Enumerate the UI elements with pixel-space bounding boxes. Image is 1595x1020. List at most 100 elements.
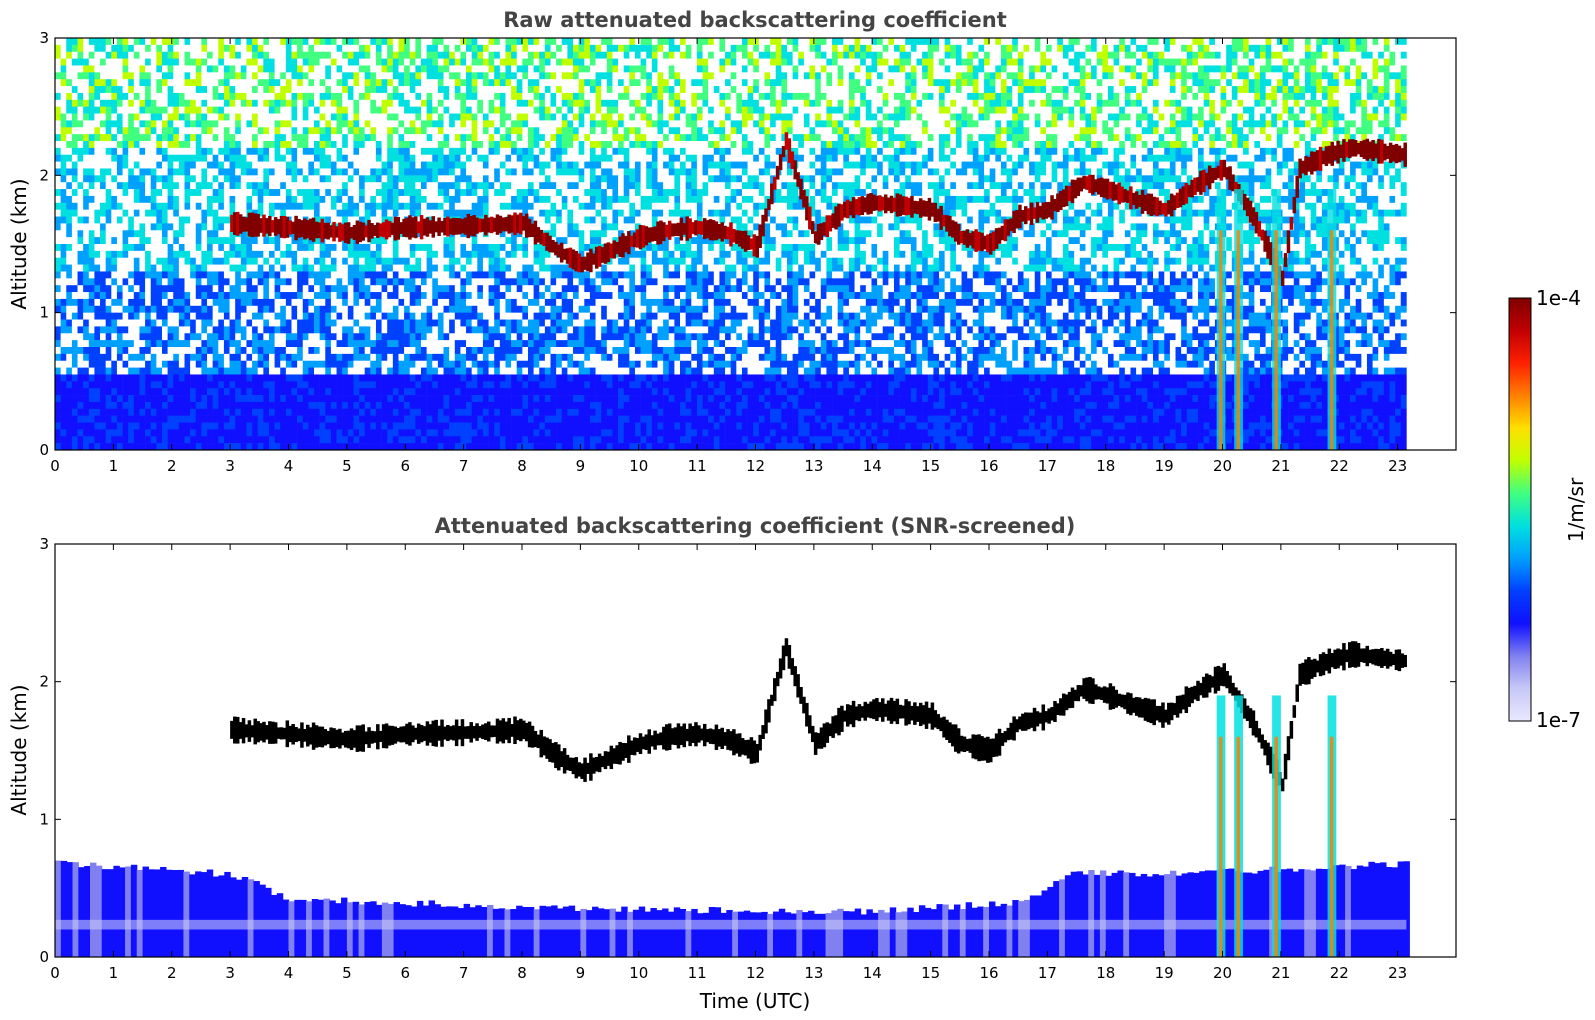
noise-cell xyxy=(285,72,292,80)
noise-cell xyxy=(145,79,152,87)
noise-cell xyxy=(606,161,613,169)
noise-cell xyxy=(640,99,647,107)
noise-cell xyxy=(623,92,630,101)
noise-cell xyxy=(634,99,641,107)
noise-cell xyxy=(629,86,636,94)
noise-cell xyxy=(820,127,827,135)
noise-cell xyxy=(66,175,73,183)
noise-cell xyxy=(364,44,371,53)
noise-cell xyxy=(122,161,129,169)
noise-cell xyxy=(601,86,608,94)
noise-cell xyxy=(1147,38,1154,46)
noise-cell xyxy=(263,147,270,156)
noise-cell xyxy=(601,134,608,142)
noise-cell xyxy=(252,141,259,149)
noise-cell xyxy=(691,44,698,53)
noise-cell xyxy=(1248,141,1255,149)
noise-cell xyxy=(308,65,315,73)
noise-cell xyxy=(482,154,489,162)
noise-cell xyxy=(1198,65,1204,73)
noise-cell xyxy=(927,79,934,87)
noise-cell xyxy=(871,44,878,53)
noise-cell xyxy=(657,134,664,142)
noise-cell xyxy=(1074,113,1081,121)
noise-cell xyxy=(1023,106,1030,114)
noise-cell xyxy=(443,141,450,149)
noise-cell xyxy=(252,72,259,80)
noise-cell xyxy=(55,92,61,101)
noise-cell xyxy=(702,175,709,183)
noise-cell xyxy=(460,92,467,101)
noise-cell xyxy=(1164,113,1171,121)
noise-cell xyxy=(1383,113,1390,121)
noise-cell xyxy=(212,175,219,183)
noise-cell xyxy=(370,51,377,59)
noise-cell xyxy=(1243,120,1250,128)
noise-cell xyxy=(207,58,213,66)
noise-cell xyxy=(1141,51,1148,59)
noise-cell xyxy=(984,120,991,128)
noise-cell xyxy=(77,134,84,142)
noise-cell xyxy=(623,58,630,66)
noise-cell xyxy=(882,141,889,149)
noise-cell xyxy=(1034,79,1041,87)
noise-cell xyxy=(899,65,906,73)
noise-cell xyxy=(1181,44,1188,53)
noise-cell xyxy=(1136,44,1143,53)
noise-cell xyxy=(1130,113,1137,121)
noise-cell xyxy=(1130,134,1137,142)
noise-cell xyxy=(640,79,647,87)
noise-cell xyxy=(702,113,709,121)
noise-cell xyxy=(1169,65,1176,73)
noise-cell xyxy=(139,38,146,46)
noise-cell xyxy=(1017,161,1024,169)
noise-cell xyxy=(1034,141,1041,149)
noise-cell xyxy=(246,161,253,169)
noise-cell xyxy=(944,175,951,183)
noise-cell xyxy=(353,44,360,53)
noise-cell xyxy=(161,51,168,59)
noise-cell xyxy=(150,154,157,162)
noise-cell xyxy=(1321,51,1328,59)
noise-cell xyxy=(387,154,394,162)
noise-cell xyxy=(190,92,197,101)
noise-cell xyxy=(426,161,433,169)
noise-cell xyxy=(370,106,377,114)
noise-cell xyxy=(1237,141,1244,149)
noise-cell xyxy=(359,134,365,142)
noise-cell xyxy=(178,65,185,73)
noise-cell xyxy=(71,154,78,162)
noise-cell xyxy=(871,120,878,128)
noise-cell xyxy=(426,86,433,94)
noise-cell xyxy=(820,58,827,66)
noise-cell xyxy=(409,72,416,80)
noise-cell xyxy=(820,141,827,149)
noise-cell xyxy=(1074,134,1081,142)
noise-cell xyxy=(1214,65,1221,73)
noise-cell xyxy=(319,147,326,156)
noise-cell xyxy=(347,92,354,101)
noise-cell xyxy=(291,147,298,156)
noise-cell xyxy=(409,79,416,87)
noise-cell xyxy=(100,72,106,80)
noise-cell xyxy=(145,113,152,121)
noise-cell xyxy=(466,58,472,66)
noise-cell xyxy=(488,113,495,121)
noise-cell xyxy=(972,58,979,66)
noise-cell xyxy=(314,147,320,156)
noise-cell xyxy=(207,147,213,156)
noise-cell xyxy=(1231,154,1238,162)
noise-cell xyxy=(1383,38,1390,46)
noise-cell xyxy=(1181,58,1188,66)
noise-cell xyxy=(246,72,253,80)
noise-cell xyxy=(764,38,771,46)
noise-cell xyxy=(161,120,168,128)
noise-cell xyxy=(1186,44,1193,53)
noise-cell xyxy=(995,92,1002,101)
noise-cell xyxy=(516,127,523,135)
noise-cell xyxy=(392,120,399,128)
noise-cell xyxy=(792,127,799,135)
noise-cell xyxy=(268,51,275,59)
noise-cell xyxy=(1350,99,1357,107)
noise-cell xyxy=(1085,44,1092,53)
